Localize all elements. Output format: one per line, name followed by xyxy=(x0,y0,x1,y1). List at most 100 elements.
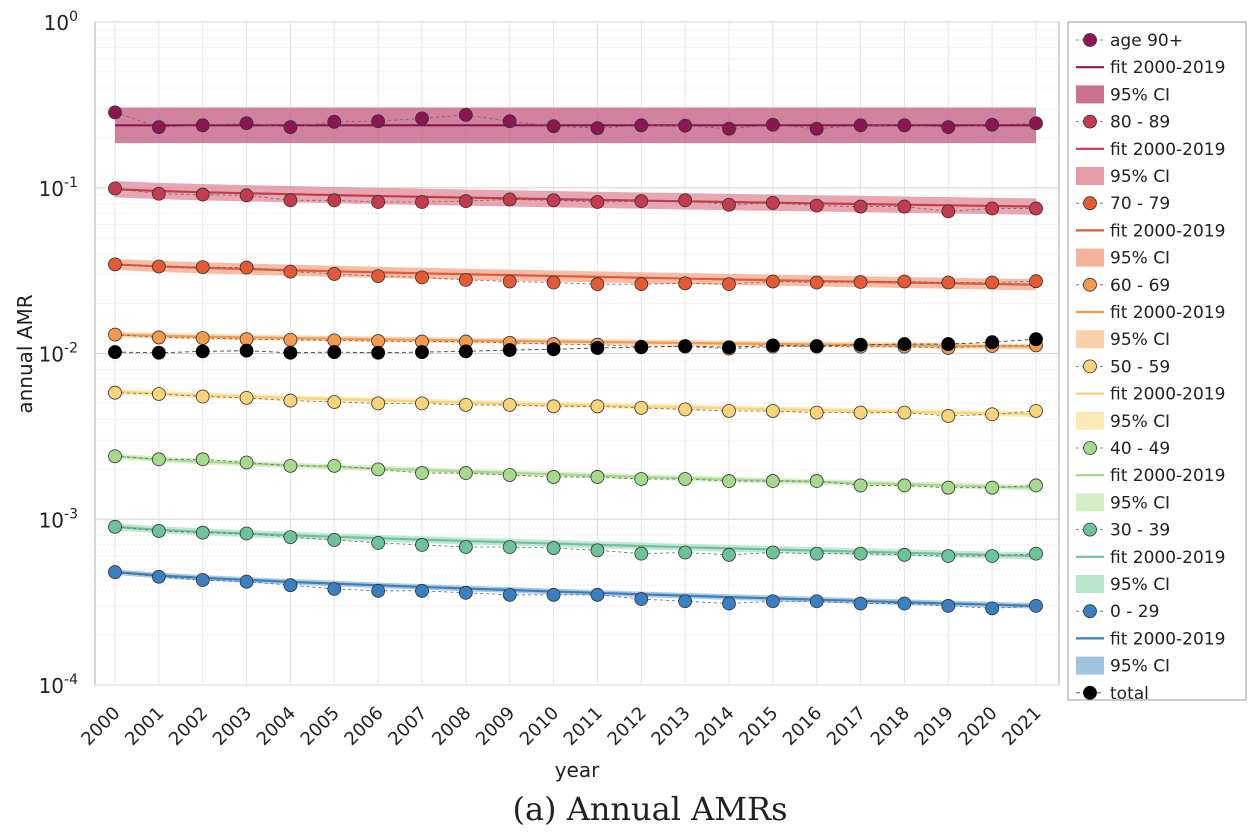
legend-label: 95% CI xyxy=(1110,657,1170,677)
data-point xyxy=(327,267,342,281)
data-point xyxy=(985,549,1000,563)
legend-ci-swatch xyxy=(1076,575,1104,593)
data-point xyxy=(1029,546,1043,561)
y-tick-label: 100 xyxy=(44,9,78,35)
data-point xyxy=(239,574,254,589)
legend-ci-swatch xyxy=(1076,493,1104,512)
data-series xyxy=(108,105,1043,616)
data-point xyxy=(283,578,298,593)
series-connector xyxy=(114,526,1037,557)
legend-marker xyxy=(1083,33,1097,47)
data-point xyxy=(722,596,736,611)
x-tick-label: 2002 xyxy=(165,703,212,750)
data-point xyxy=(151,330,166,345)
legend-label: fit 2000-2019 xyxy=(1110,548,1225,568)
legend-label: fit 2000-2019 xyxy=(1110,385,1225,405)
total-point xyxy=(371,345,386,360)
data-point xyxy=(415,396,429,411)
data-point xyxy=(151,569,166,584)
x-tick-label: 2003 xyxy=(209,703,256,750)
data-point xyxy=(722,404,736,418)
total-point xyxy=(415,345,429,359)
data-point xyxy=(678,594,693,609)
data-point xyxy=(195,573,210,587)
data-point xyxy=(371,269,386,284)
data-point xyxy=(941,204,956,219)
data-point xyxy=(897,596,912,611)
data-point xyxy=(941,275,956,290)
data-point xyxy=(678,118,693,133)
data-point xyxy=(853,478,868,493)
data-point xyxy=(151,524,166,538)
total-point xyxy=(590,341,605,355)
data-point xyxy=(765,474,780,488)
data-point xyxy=(590,277,605,292)
data-point xyxy=(590,121,605,136)
data-point xyxy=(108,385,122,400)
x-tick-label: 2005 xyxy=(297,703,344,750)
total-point xyxy=(239,343,254,358)
data-point xyxy=(678,472,693,486)
data-point xyxy=(458,272,473,287)
data-point xyxy=(415,466,429,480)
data-point xyxy=(502,540,517,554)
data-point xyxy=(765,404,780,418)
x-tick-label: 2018 xyxy=(867,703,914,750)
data-point xyxy=(415,538,429,552)
data-point xyxy=(108,565,122,579)
x-tick-labels: 2000200120022003200420052006200720082009… xyxy=(77,703,1045,750)
data-point xyxy=(458,466,473,480)
data-point xyxy=(327,533,342,547)
data-point xyxy=(941,599,956,613)
x-tick-label: 2000 xyxy=(77,703,124,750)
legend-marker xyxy=(1083,359,1097,374)
data-point xyxy=(678,402,693,417)
data-point xyxy=(678,545,693,560)
legend: age 90+ fit 2000-2019 95% CI 80 - 89 fit 200… xyxy=(1076,31,1225,704)
data-point xyxy=(327,114,342,129)
data-point xyxy=(239,260,254,275)
data-point xyxy=(371,334,386,348)
legend-label: 40 - 49 xyxy=(1110,439,1170,459)
y-tick-label: 10-3 xyxy=(39,506,78,532)
data-point xyxy=(195,118,210,133)
legend-ci-swatch xyxy=(1076,656,1104,675)
series-connector xyxy=(114,455,1037,489)
legend-ci-swatch xyxy=(1076,167,1104,185)
data-point xyxy=(678,276,693,291)
fit-line xyxy=(114,333,1037,348)
data-point xyxy=(283,193,298,208)
data-point xyxy=(239,390,254,405)
data-point xyxy=(546,470,561,484)
data-point xyxy=(809,546,824,561)
x-tick-label: 2007 xyxy=(384,703,431,750)
data-point xyxy=(853,405,868,420)
data-point xyxy=(502,587,517,602)
data-point xyxy=(941,480,956,495)
data-point xyxy=(239,332,254,347)
data-point xyxy=(897,405,912,420)
data-point xyxy=(458,397,473,412)
total-point xyxy=(283,345,298,360)
total-point xyxy=(897,337,912,351)
data-point xyxy=(546,119,561,134)
legend-label: fit 2000-2019 xyxy=(1110,466,1225,486)
data-point xyxy=(678,193,693,208)
data-point xyxy=(371,462,386,477)
data-point xyxy=(590,587,605,602)
total-point xyxy=(634,340,649,355)
y-tick-label: 10-2 xyxy=(39,341,78,367)
data-point xyxy=(151,259,166,274)
data-point xyxy=(195,331,210,345)
data-point xyxy=(283,120,298,135)
fit-line xyxy=(114,390,1037,416)
series-connector xyxy=(114,188,1036,212)
data-point xyxy=(809,474,824,488)
legend-marker xyxy=(1083,114,1097,129)
x-tick-label: 2001 xyxy=(121,703,168,750)
data-point xyxy=(546,587,561,602)
data-point xyxy=(239,116,254,131)
data-point xyxy=(458,108,473,122)
data-point xyxy=(327,333,342,348)
